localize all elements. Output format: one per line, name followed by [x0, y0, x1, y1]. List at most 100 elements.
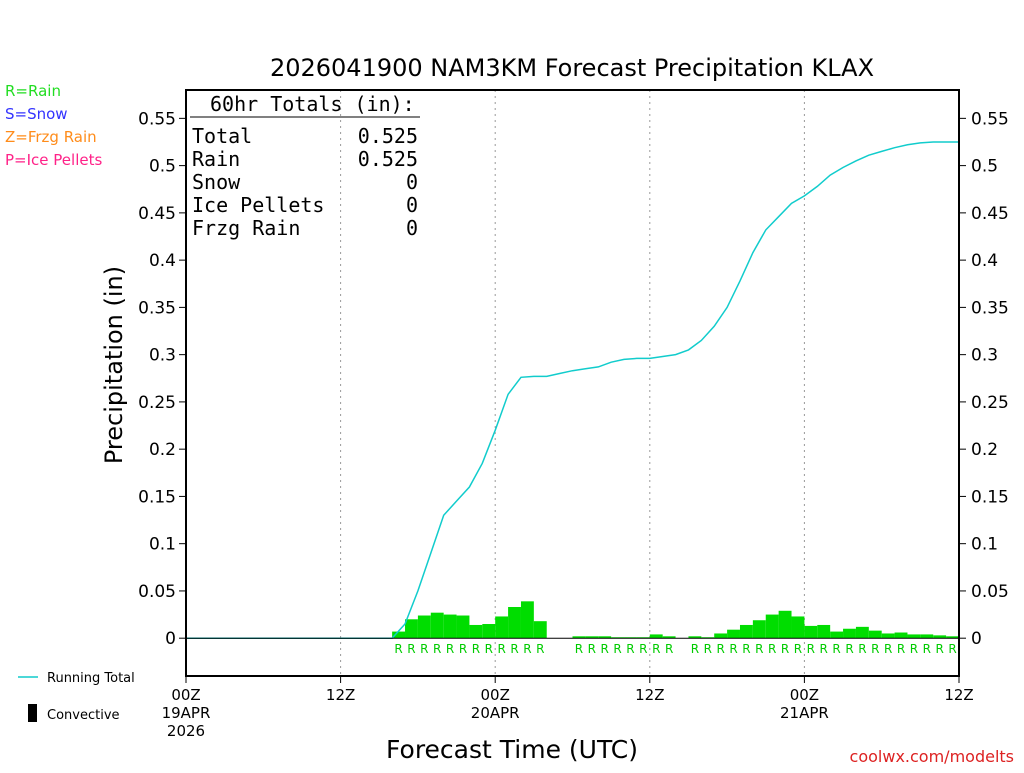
precip-bar-30 — [817, 624, 831, 639]
precip-bar-28 — [791, 616, 805, 639]
precip-bar-26 — [765, 614, 779, 639]
y-tick-label-left: 0.25 — [138, 393, 176, 413]
y-tick-label-left: 0 — [165, 629, 176, 649]
precip-type-label: R — [704, 642, 712, 656]
precip-bar-14 — [598, 636, 612, 639]
x-tick-label: 20APR — [471, 704, 520, 722]
grid-lines — [340, 90, 805, 676]
precip-bar-12 — [572, 636, 586, 639]
precip-bar-24 — [739, 624, 753, 639]
y-tick-label-right: 0.25 — [971, 393, 1009, 413]
precip-type-label: R — [523, 642, 531, 656]
precip-type-label: R — [601, 642, 609, 656]
y-tick-label-left: 0.45 — [138, 204, 176, 224]
precip-bar-8 — [495, 616, 509, 639]
precip-type-label: R — [910, 642, 918, 656]
precip-type-label: R — [407, 642, 415, 656]
totals-row-value: 0 — [406, 170, 418, 194]
totals-row-label: Total — [192, 124, 252, 148]
totals-row-label: Ice Pellets — [192, 193, 324, 217]
precip-type-label: R — [729, 642, 737, 656]
precip-bar-0 — [392, 631, 406, 639]
precip-type-label: R — [807, 642, 815, 656]
x-axis-label: Forecast Time (UTC) — [386, 735, 638, 764]
precip-bar-1 — [405, 619, 418, 639]
y-tick-label-right: 0.2 — [971, 440, 998, 460]
precip-bar-19 — [662, 636, 676, 639]
y-tick-label-left: 0.05 — [138, 582, 176, 602]
type-legend-item: Z=Frzg Rain — [5, 128, 97, 146]
precip-type-label: R — [626, 642, 634, 656]
y-tick-label-left: 0.55 — [138, 109, 176, 129]
precip-type-label: R — [691, 642, 699, 656]
chart-title: 2026041900 NAM3KM Forecast Precipitation… — [270, 54, 874, 82]
totals-header: 60hr Totals (in): — [210, 92, 415, 116]
totals-row-label: Frzg Rain — [192, 216, 300, 240]
y-tick-label-right: 0.5 — [971, 157, 998, 177]
precip-type-label: R — [794, 642, 802, 656]
x-tick-label: 12Z — [944, 686, 973, 704]
precip-type-label: R — [613, 642, 621, 656]
precip-bar-27 — [778, 610, 792, 639]
x-tick-label: 19APR — [162, 704, 211, 722]
y-tick-label-left: 0.1 — [149, 535, 176, 555]
precip-bar-22 — [714, 633, 728, 639]
precip-bar-6 — [469, 624, 483, 639]
precip-type-label: R — [820, 642, 828, 656]
y-tick-label-right: 0.55 — [971, 109, 1009, 129]
precip-bar-36 — [894, 632, 908, 639]
precip-bar-10 — [520, 601, 534, 639]
totals-row-value: 0 — [406, 216, 418, 240]
precip-bar-38 — [920, 634, 934, 639]
y-tick-label-left: 0.15 — [138, 487, 176, 507]
y-tick-label-right: 0.1 — [971, 535, 998, 555]
x-tick-label: 00Z — [171, 686, 200, 704]
precip-bar-39 — [933, 635, 947, 639]
precip-bar-31 — [830, 631, 844, 639]
totals-row-value: 0.525 — [358, 124, 418, 148]
precip-type-label: R — [433, 642, 441, 656]
precip-bar-4 — [443, 614, 457, 639]
precip-type-label: R — [948, 642, 956, 656]
precip-bar-18 — [649, 634, 663, 639]
totals-row-value: 0 — [406, 193, 418, 217]
totals-row-label: Rain — [192, 147, 240, 171]
x-tick-label: 21APR — [780, 704, 829, 722]
precip-bar-2 — [417, 615, 431, 639]
precip-type-label: R — [936, 642, 944, 656]
precip-bar-11 — [533, 621, 547, 639]
precip-type-label: R — [768, 642, 776, 656]
convective-legend-label: Convective — [47, 708, 120, 723]
precip-type-label: R — [446, 642, 454, 656]
precip-bar-3 — [430, 612, 444, 639]
series-legend: Running Total Convective — [18, 671, 135, 723]
precip-bar-7 — [482, 624, 496, 639]
precip-type-label: R — [742, 642, 750, 656]
precip-bar-23 — [727, 629, 740, 639]
precip-bar-20 — [688, 636, 702, 639]
precip-type-label: R — [923, 642, 931, 656]
plot-frame — [185, 89, 960, 677]
convective-legend-swatch — [28, 704, 37, 722]
precip-bar-40 — [946, 636, 959, 639]
type-legend-item: S=Snow — [5, 105, 68, 123]
precip-type-label: R — [639, 642, 647, 656]
type-legend-item: P=Ice Pellets — [5, 151, 102, 169]
y-tick-label-right: 0.4 — [971, 251, 998, 271]
precip-type-legend: R=Rain S=Snow Z=Frzg Rain P=Ice Pellets — [5, 82, 102, 169]
y-tick-label-right: 0.35 — [971, 298, 1009, 318]
precip-bar-32 — [843, 628, 856, 639]
precip-type-label: R — [420, 642, 428, 656]
precip-type-label: R — [472, 642, 480, 656]
precip-type-label: R — [485, 642, 493, 656]
precip-type-label: R — [755, 642, 763, 656]
running-total-series — [186, 141, 959, 639]
precip-bar-25 — [752, 620, 766, 639]
precip-bar-5 — [456, 615, 470, 639]
precip-type-label: R — [665, 642, 673, 656]
y-axis-label: Precipitation (in) — [100, 266, 128, 464]
precip-type-label: R — [897, 642, 905, 656]
precip-type-label: R — [781, 642, 789, 656]
